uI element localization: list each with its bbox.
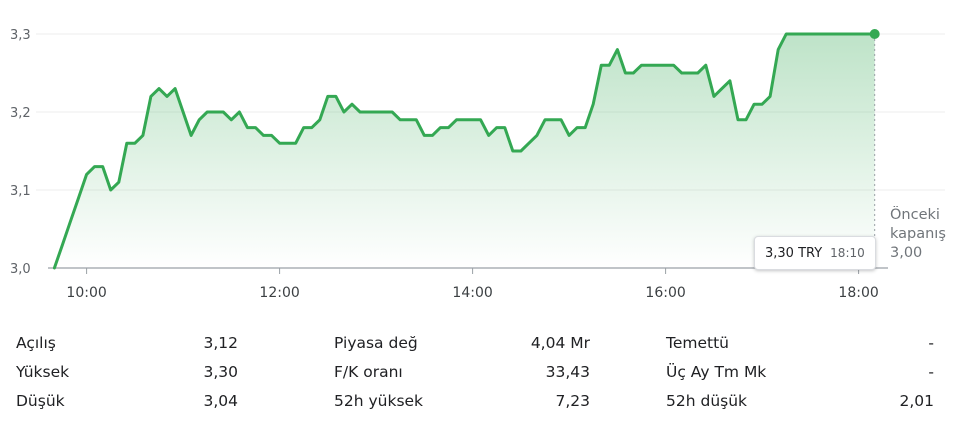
y-tick-label: 3,0 xyxy=(10,262,31,277)
price-area xyxy=(54,34,875,268)
previous-close-label: Önceki kapanış 3,00 xyxy=(890,206,960,263)
x-tick-label: 16:00 xyxy=(645,285,685,301)
stat-label: Yüksek xyxy=(16,362,70,381)
stat-value: 7,23 xyxy=(555,391,590,410)
stat-value: 4,04 Mr xyxy=(530,333,590,352)
x-tick-label: 12:00 xyxy=(259,285,299,301)
previous-close-value: 3,00 xyxy=(890,245,923,261)
x-axis: 10:00 12:00 14:00 16:00 18:00 xyxy=(66,268,879,301)
x-tick-label: 18:00 xyxy=(838,285,878,301)
key-stats-table: Açılış 3,12 Piyasa değ 4,04 Mr Temettü -… xyxy=(16,328,946,415)
y-tick-label: 3,2 xyxy=(10,106,31,121)
x-tick-label: 14:00 xyxy=(452,285,492,301)
stats-row: Yüksek 3,30 F/K oranı 33,43 Üç Ay Tm Mk … xyxy=(16,357,946,386)
stat-label: 52h düşük xyxy=(666,391,748,410)
stats-row: Açılış 3,12 Piyasa değ 4,04 Mr Temettü - xyxy=(16,328,946,357)
stat-value: 33,43 xyxy=(545,362,590,381)
y-axis: 3,0 3,1 3,2 3,3 xyxy=(10,28,31,277)
y-tick-label: 3,3 xyxy=(10,28,31,43)
stat-label: Açılış xyxy=(16,333,56,352)
stat-label: F/K oranı xyxy=(334,362,403,381)
price-chart[interactable]: 3,0 3,1 3,2 3,3 10:00 12:00 14:00 16:00 18:00 xyxy=(0,0,960,320)
stat-value: 3,04 xyxy=(203,391,238,410)
stat-value: 3,30 xyxy=(203,362,238,381)
tooltip-time: 18:10 xyxy=(830,246,865,260)
stat-value: 2,01 xyxy=(899,391,934,410)
stat-value: - xyxy=(928,362,934,381)
price-tooltip: 3,30 TRY 18:10 xyxy=(754,236,876,270)
stat-label: Temettü xyxy=(666,333,729,352)
stat-value: 3,12 xyxy=(203,333,238,352)
stat-label: Düşük xyxy=(16,391,65,410)
stat-label: Üç Ay Tm Mk xyxy=(666,362,767,381)
stat-label: Piyasa değ xyxy=(334,333,418,352)
previous-close-label-line1: Önceki xyxy=(890,207,940,223)
previous-close-label-line2: kapanış xyxy=(890,226,946,242)
stat-value: - xyxy=(928,333,934,352)
tooltip-price: 3,30 TRY xyxy=(765,245,823,261)
y-tick-label: 3,1 xyxy=(10,184,31,199)
current-price-dot[interactable] xyxy=(869,29,880,39)
stats-row: Düşük 3,04 52h yüksek 7,23 52h düşük 2,0… xyxy=(16,386,946,415)
stat-label: 52h yüksek xyxy=(334,391,424,410)
price-line[interactable] xyxy=(52,32,877,270)
x-tick-label: 10:00 xyxy=(66,285,106,301)
